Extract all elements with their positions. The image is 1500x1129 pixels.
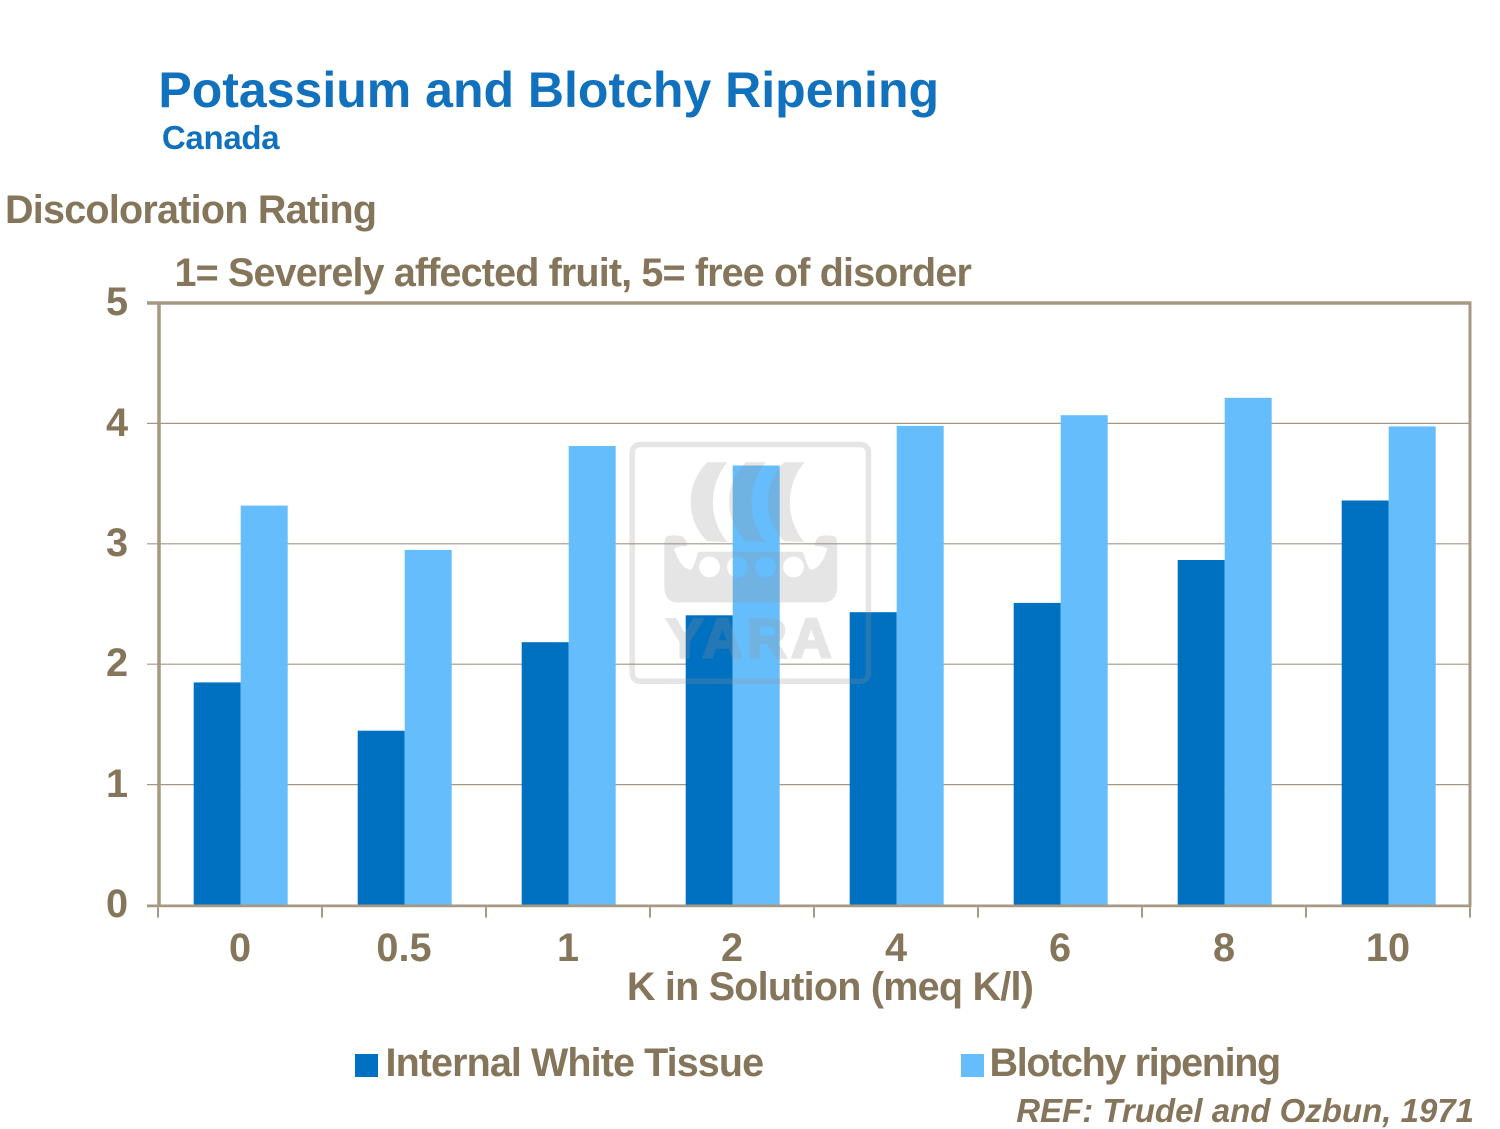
svg-text:YARA: YARA — [666, 607, 836, 670]
